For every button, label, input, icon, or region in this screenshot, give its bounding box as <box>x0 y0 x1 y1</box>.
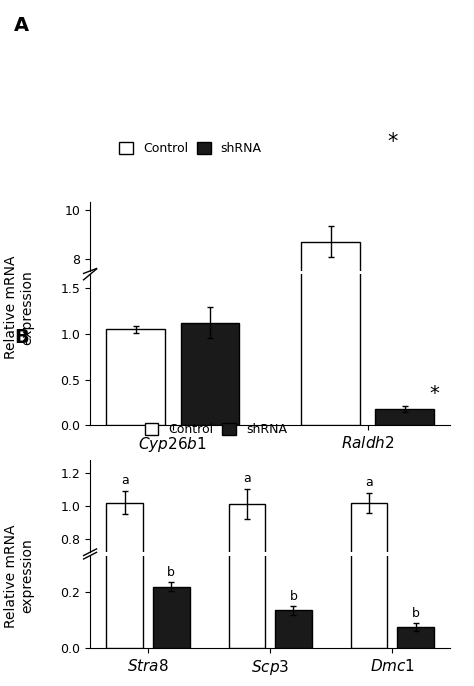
Bar <box>107 429 165 455</box>
Y-axis label: Relative mRNA
expression: Relative mRNA expression <box>4 256 34 359</box>
Text: B: B <box>14 328 29 347</box>
Legend: Control, shRNA: Control, shRNA <box>114 137 267 160</box>
Text: *: * <box>387 132 398 152</box>
Bar <box>351 503 387 672</box>
Bar <box>181 323 239 425</box>
Bar <box>301 241 360 455</box>
Bar <box>275 649 312 672</box>
Bar <box>153 635 190 672</box>
Bar <box>397 659 434 672</box>
Bar <box>275 611 312 648</box>
Text: a: a <box>243 472 251 485</box>
Bar <box>351 362 387 648</box>
Text: A: A <box>14 16 29 35</box>
Y-axis label: Relative mRNA
expression: Relative mRNA expression <box>4 524 34 628</box>
Text: a: a <box>365 475 373 488</box>
Bar <box>301 0 360 425</box>
Bar <box>107 362 143 648</box>
Text: a: a <box>121 474 128 487</box>
Bar <box>228 365 265 648</box>
Bar <box>153 587 190 648</box>
Bar <box>107 329 165 425</box>
Text: b: b <box>290 590 297 603</box>
Text: b: b <box>167 566 175 579</box>
Bar <box>228 504 265 672</box>
Text: b: b <box>411 606 419 619</box>
Bar <box>397 627 434 648</box>
Bar <box>107 503 143 672</box>
Text: *: * <box>429 384 439 403</box>
Bar <box>375 450 434 455</box>
Bar <box>375 409 434 425</box>
Legend: Control, shRNA: Control, shRNA <box>139 418 292 441</box>
Bar <box>181 427 239 455</box>
